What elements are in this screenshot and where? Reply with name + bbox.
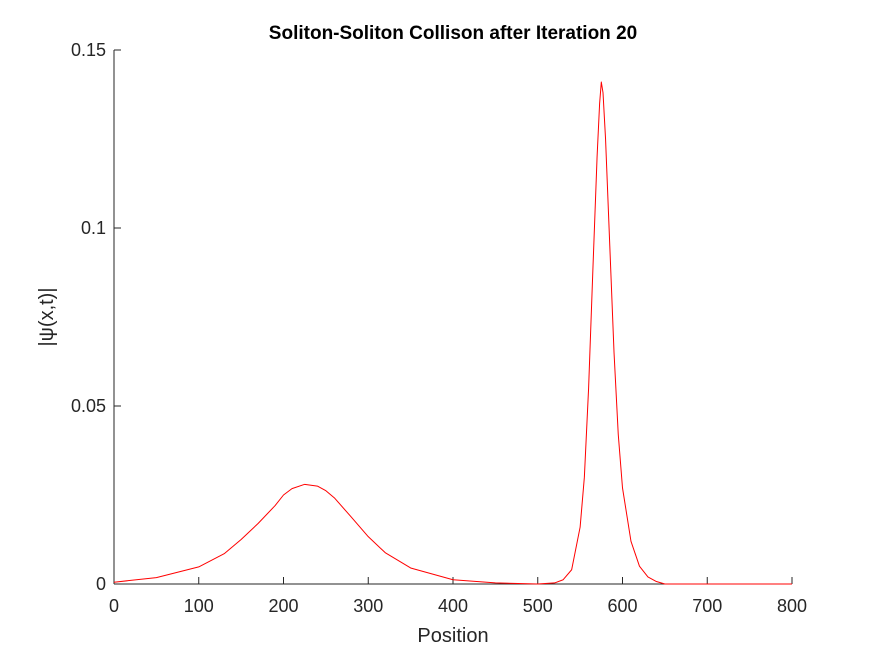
chart-title: Soliton-Soliton Collison after Iteration… [269,23,637,44]
y-tick-label: 0.05 [71,396,106,416]
x-tick-label: 0 [109,596,119,616]
series-line [113,81,792,585]
x-tick-label: 700 [692,596,722,616]
y-tick-label: 0.1 [81,218,106,238]
y-tick-label: 0 [96,574,106,594]
y-tick-label: 0.15 [71,40,106,60]
y-ticks: 0 0.05 0.1 0.15 [71,40,121,594]
x-tick-label: 100 [184,596,214,616]
x-tick-label: 200 [268,596,298,616]
x-tick-label: 500 [523,596,553,616]
x-tick-label: 300 [353,596,383,616]
x-tick-label: 800 [777,596,807,616]
plot-area: 0 100 200 300 400 500 600 700 800 0 0.05 0.1 0.15 [71,40,807,616]
x-axis-label: Position [417,625,488,647]
x-tick-label: 600 [607,596,637,616]
y-axis-label: |ψ(x,t)| [36,287,58,346]
x-tick-label: 400 [438,596,468,616]
x-ticks: 0 100 200 300 400 500 600 700 800 [109,577,807,616]
series-layer [113,81,792,585]
